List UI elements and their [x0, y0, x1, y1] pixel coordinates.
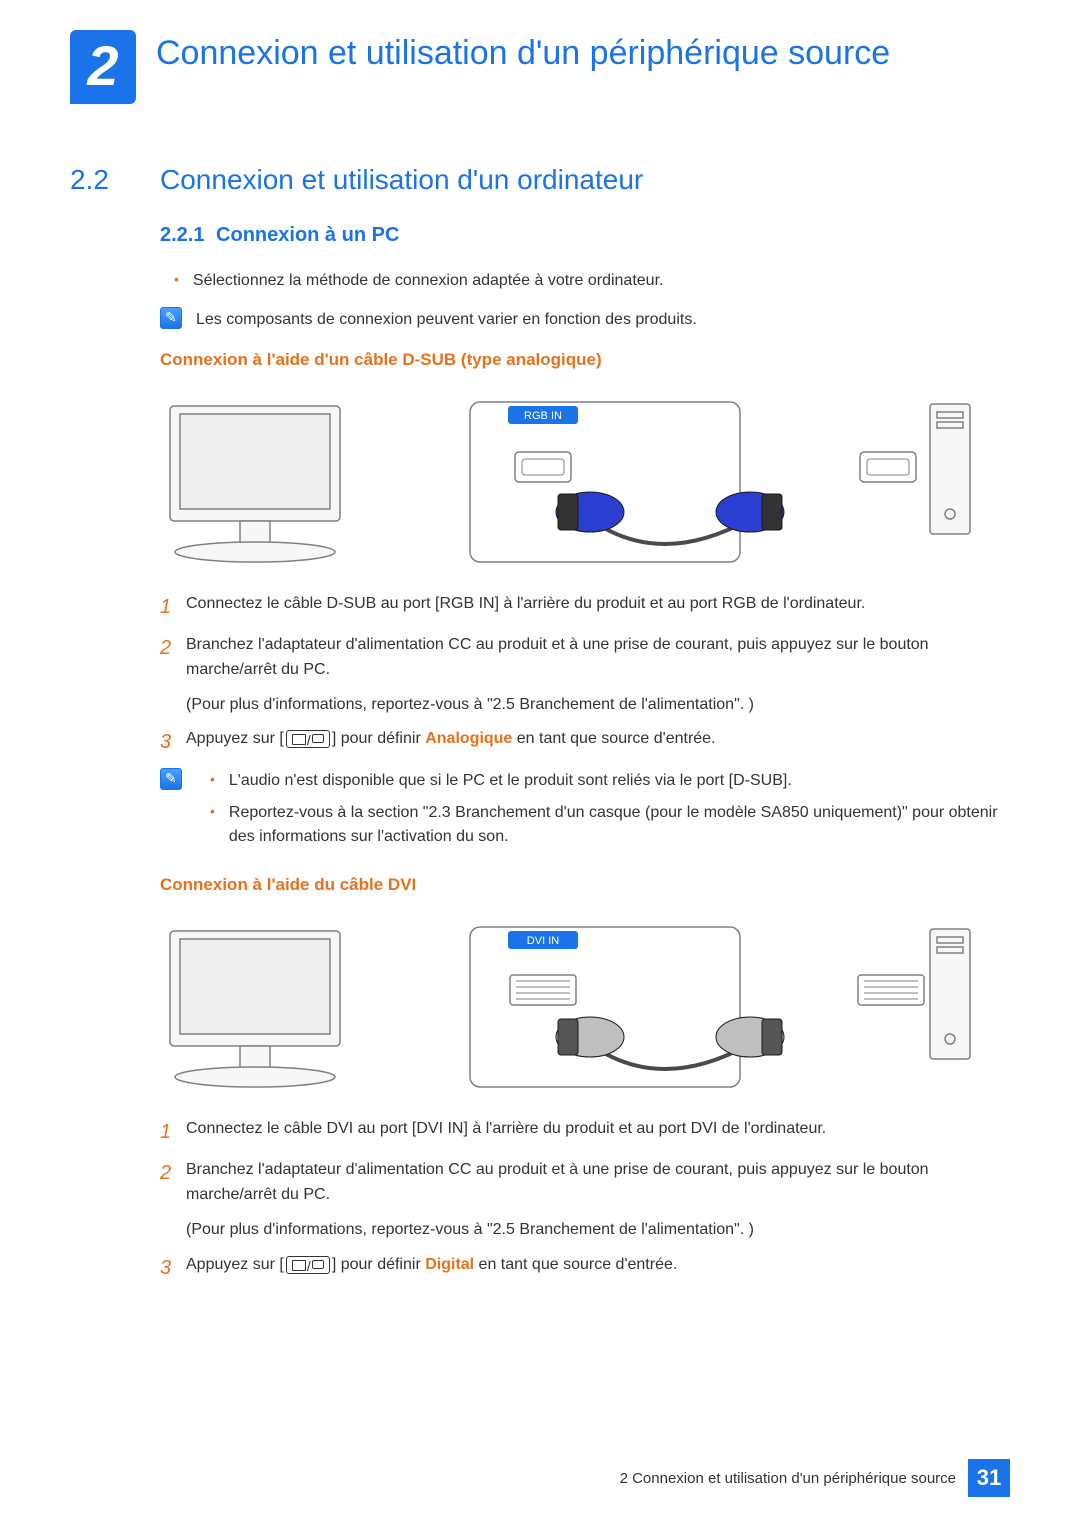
page-number: 31 [968, 1459, 1010, 1497]
list-item: 1 Connectez le câble DVI au port [DVI IN… [160, 1117, 1010, 1148]
text-fragment: ] pour définir [332, 730, 425, 747]
list-item: 3 Appuyez sur [ ] pour définir Digital en… [160, 1253, 1010, 1284]
svg-text:RGB IN: RGB IN [524, 410, 562, 422]
subsection-number: 2.2.1 [160, 224, 204, 246]
dsub-note: • L'audio n'est disponible que si le PC … [160, 768, 1010, 857]
list-item: • L'audio n'est disponible que si le PC … [196, 769, 1010, 793]
list-item: • Reportez-vous à la section "2.3 Branch… [196, 801, 1010, 849]
dsub-diagram: RGB IN [160, 384, 1010, 574]
dsub-heading: Connexion à l'aide d'un câble D-SUB (typ… [160, 350, 1010, 370]
bullet-dot-icon: • [174, 269, 179, 293]
text-fragment: Appuyez sur [ [186, 730, 284, 747]
dvi-steps: 1 Connectez le câble DVI au port [DVI IN… [160, 1117, 1010, 1283]
step-extra: (Pour plus d'informations, reportez-vous… [186, 1218, 1010, 1243]
intro-bullet-text: Sélectionnez la méthode de connexion ada… [193, 269, 664, 293]
intro-note-text: Les composants de connexion peuvent vari… [196, 308, 1010, 332]
step-text: Appuyez sur [ ] pour définir Analogique e… [186, 727, 1010, 758]
step-number: 1 [160, 592, 186, 623]
step-number: 2 [160, 1158, 186, 1208]
intro-note: Les composants de connexion peuvent vari… [160, 307, 1010, 332]
chapter-title: Connexion et utilisation d'un périphériq… [156, 30, 890, 73]
text-fragment: en tant que source d'entrée. [474, 1256, 677, 1273]
text-fragment: en tant que source d'entrée. [512, 730, 715, 747]
section-heading: 2.2 Connexion et utilisation d'un ordina… [70, 164, 1010, 196]
keyword: Digital [425, 1256, 474, 1273]
page-footer: 2 Connexion et utilisation d'un périphér… [70, 1459, 1010, 1497]
subsection-title: Connexion à un PC [216, 224, 399, 246]
note-icon [160, 307, 182, 329]
svg-text:DVI IN: DVI IN [527, 935, 559, 947]
text-fragment: ] pour définir [332, 1256, 425, 1273]
chapter-number-tab: 2 [70, 30, 136, 104]
dsub-steps: 1 Connectez le câble D-SUB au port [RGB … [160, 592, 1010, 758]
source-key-icon [286, 1256, 330, 1274]
step-number: 2 [160, 633, 186, 683]
keyword: Analogique [425, 730, 512, 747]
note-text: L'audio n'est disponible que si le PC et… [229, 769, 792, 793]
note-icon [160, 768, 182, 790]
list-item: 2 Branchez l'adaptateur d'alimentation C… [160, 1158, 1010, 1208]
text-fragment: Appuyez sur [ [186, 1256, 284, 1273]
step-number: 1 [160, 1117, 186, 1148]
source-key-icon [286, 730, 330, 748]
dvi-diagram: DVI IN [160, 909, 1010, 1099]
list-item: 3 Appuyez sur [ ] pour définir Analogique… [160, 727, 1010, 758]
list-item: 2 Branchez l'adaptateur d'alimentation C… [160, 633, 1010, 683]
section-number: 2.2 [70, 164, 160, 196]
section-title: Connexion et utilisation d'un ordinateur [160, 164, 643, 196]
step-text: Connectez le câble DVI au port [DVI IN] … [186, 1117, 1010, 1148]
step-text: Branchez l'adaptateur d'alimentation CC … [186, 633, 1010, 683]
bullet-dot-icon: • [210, 769, 215, 793]
step-number: 3 [160, 1253, 186, 1284]
footer-text: 2 Connexion et utilisation d'un périphér… [620, 1470, 956, 1487]
step-number: 3 [160, 727, 186, 758]
bullet-dot-icon: • [210, 801, 215, 849]
step-text: Branchez l'adaptateur d'alimentation CC … [186, 1158, 1010, 1208]
step-text: Appuyez sur [ ] pour définir Digital en t… [186, 1253, 1010, 1284]
step-text: Connectez le câble D-SUB au port [RGB IN… [186, 592, 1010, 623]
intro-bullet: • Sélectionnez la méthode de connexion a… [160, 269, 1010, 293]
chapter-header: 2 Connexion et utilisation d'un périphér… [70, 30, 1010, 104]
subsection-heading: 2.2.1 Connexion à un PC [160, 224, 1010, 247]
step-extra: (Pour plus d'informations, reportez-vous… [186, 693, 1010, 718]
dvi-heading: Connexion à l'aide du câble DVI [160, 875, 1010, 895]
note-text: Reportez-vous à la section "2.3 Branchem… [229, 801, 1010, 849]
list-item: 1 Connectez le câble D-SUB au port [RGB … [160, 592, 1010, 623]
